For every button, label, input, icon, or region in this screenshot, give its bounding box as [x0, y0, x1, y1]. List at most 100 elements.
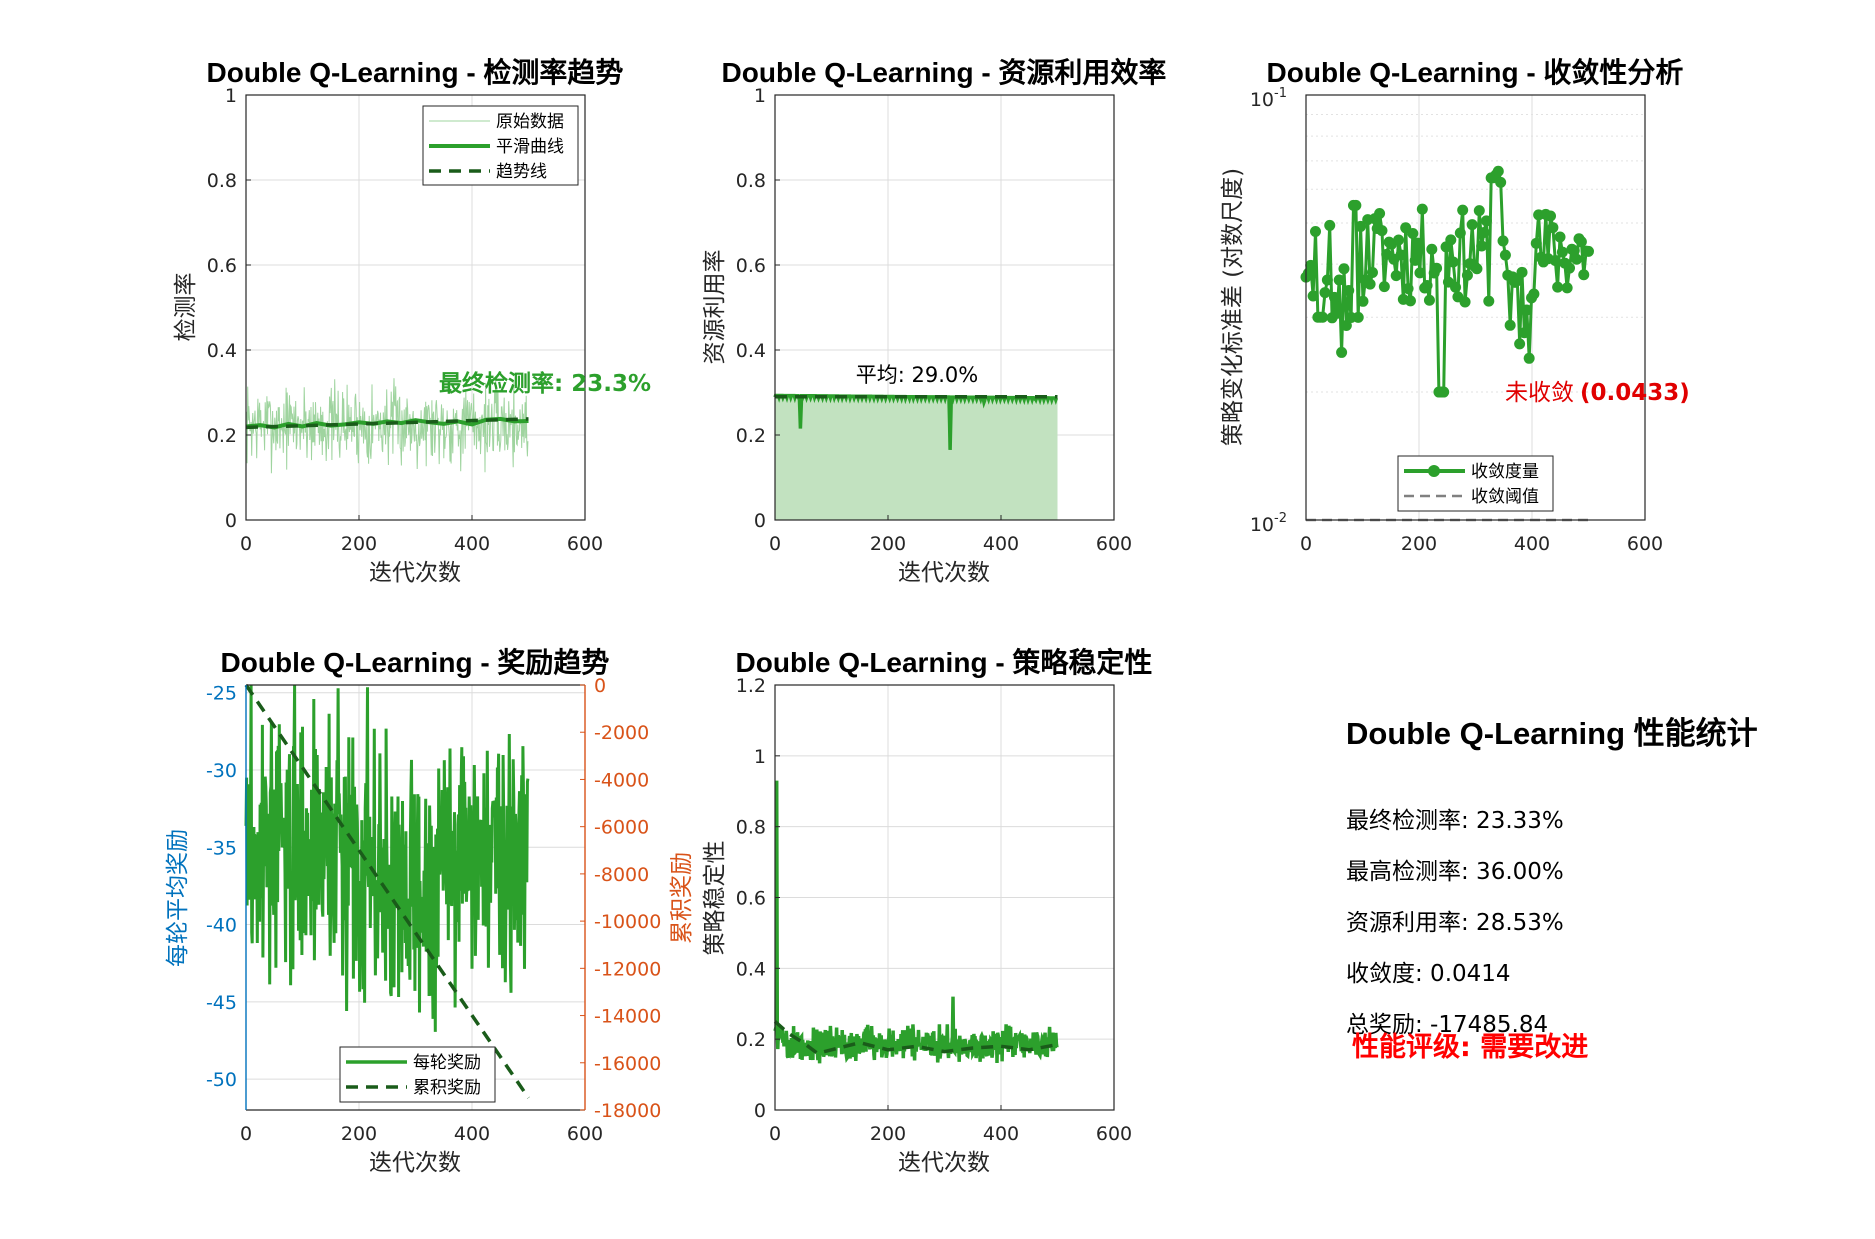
y-tick-label: 0 — [225, 510, 237, 532]
stat-max-detection: 最高检测率: 36.00% — [1346, 859, 1564, 885]
x-tick-label: 600 — [1627, 533, 1663, 555]
y-tick-label-left: -30 — [206, 760, 237, 782]
stat-resource-utilization: 资源利用率: 28.53% — [1346, 910, 1564, 936]
panel-stability: Double Q-Learning - 策略稳定性 0 200 400 600 0 0.2… — [702, 646, 1152, 1176]
convergence-marker — [1521, 304, 1533, 316]
y-tick-label: 0 — [754, 510, 766, 532]
plot-area — [773, 780, 1059, 1064]
x-tick-label: 600 — [1096, 533, 1132, 555]
tick-labels: 0 200 400 600 0 0.2 0.4 0.6 0.8 1 1.2 — [736, 675, 1132, 1145]
convergence-marker — [1393, 234, 1405, 246]
axes-box — [245, 94, 586, 521]
convergence-marker — [1404, 295, 1416, 307]
convergence-marker — [1552, 281, 1564, 293]
x-tick-label: 200 — [870, 1123, 906, 1145]
y-tick-label: 0.2 — [736, 1029, 766, 1051]
convergence-marker — [1305, 259, 1317, 271]
convergence-marker — [1530, 237, 1542, 249]
convergence-marker — [1461, 269, 1473, 281]
y-tick-label: 0.8 — [736, 170, 766, 192]
x-tick-label: 600 — [567, 533, 603, 555]
y-tick-label-left: -45 — [206, 992, 237, 1014]
performance-grade: 性能评级: 需要改进 — [1352, 1032, 1589, 1063]
x-tick-label: 200 — [341, 533, 377, 555]
convergence-marker — [1423, 294, 1435, 306]
convergence-marker — [1476, 240, 1488, 252]
convergence-marker — [1564, 262, 1576, 274]
y-axis-label: 资源利用率 — [702, 250, 728, 365]
y-tick-label-right: -6000 — [594, 817, 649, 839]
legend-entry: 趋势线 — [496, 162, 547, 182]
convergence-marker — [1514, 338, 1526, 350]
y-tick-label-left: -40 — [206, 915, 237, 937]
y-tick-label-right: -16000 — [594, 1053, 661, 1075]
convergence-marker — [1357, 295, 1369, 307]
y-tick-label-right: -4000 — [594, 769, 649, 791]
convergence-marker — [1473, 205, 1485, 217]
x-axis-label: 迭代次数 — [898, 1150, 990, 1176]
convergence-marker — [1352, 311, 1364, 323]
x-tick-label: 400 — [983, 1123, 1019, 1145]
convergence-marker — [1366, 267, 1378, 279]
panel-reward: Double Q-Learning - 奖励趋势 0 200 400 600 -25 -3… — [165, 647, 695, 1176]
y-tick-label-left: -50 — [206, 1069, 237, 1091]
convergence-marker — [1374, 207, 1386, 219]
y-axis-label: 策略稳定性 — [702, 841, 728, 956]
convergence-marker — [1454, 227, 1466, 239]
x-tick-label: 400 — [1514, 533, 1550, 555]
y-tick-label: 0.6 — [207, 255, 237, 277]
trend-line — [245, 417, 529, 430]
legend-entry: 收敛度量 — [1471, 462, 1539, 482]
x-tick-label: 600 — [567, 1123, 603, 1145]
convergence-marker — [1376, 225, 1388, 237]
convergence-marker — [1402, 283, 1414, 295]
y-tick-label-right: -10000 — [594, 911, 661, 933]
y-tick-label: 0.6 — [736, 255, 766, 277]
stats-title: Double Q-Learning 性能统计 — [1346, 716, 1758, 751]
convergence-marker — [1568, 245, 1580, 257]
y-tick-label-right: -8000 — [594, 864, 649, 886]
plot-area — [245, 378, 529, 474]
convergence-marker — [1518, 327, 1530, 339]
legend: 每轮奖励 累积奖励 — [339, 1046, 496, 1103]
y-tick-label: 0.6 — [736, 888, 766, 910]
y-tick-label: 1.2 — [736, 675, 766, 697]
tick-labels: 0 200 400 600 0 0.2 0.4 0.6 0.8 1 — [736, 85, 1132, 555]
convergence-marker — [1421, 280, 1433, 292]
convergence-marker — [1321, 274, 1333, 286]
legend-entry: 平滑曲线 — [496, 137, 564, 157]
tick-labels: 0 200 400 600 — [1300, 533, 1663, 555]
convergence-marker — [1478, 227, 1490, 239]
x-tick-label: 200 — [1401, 533, 1437, 555]
convergence-marker — [1511, 275, 1523, 287]
x-tick-label: 0 — [240, 533, 252, 555]
x-tick-label: 0 — [1300, 533, 1312, 555]
average-annotation: 平均: 29.0% — [856, 363, 978, 387]
legend-entry: 原始数据 — [496, 112, 564, 132]
convergence-marker — [1545, 210, 1557, 222]
legend: 原始数据 平滑曲线 趋势线 — [422, 105, 579, 186]
y-axis-label: 检测率 — [173, 273, 199, 342]
stat-convergence: 收敛度: 0.0414 — [1346, 961, 1511, 987]
x-tick-label: 0 — [769, 1123, 781, 1145]
convergence-marker — [1450, 281, 1462, 293]
x-tick-label: 400 — [454, 533, 490, 555]
convergence-marker — [1516, 266, 1528, 278]
y-tick-label: 0.8 — [207, 170, 237, 192]
convergence-marker — [1378, 281, 1390, 293]
chart-title: Double Q-Learning - 收敛性分析 — [1267, 56, 1684, 88]
panel-convergence: Double Q-Learning - 收敛性分析 0 200 400 600 10-… — [1220, 56, 1690, 555]
convergence-marker — [1336, 346, 1348, 358]
convergence-marker — [1343, 284, 1355, 296]
y-tick-label-right: -18000 — [594, 1100, 661, 1122]
y-tick-label-right: -14000 — [594, 1006, 661, 1028]
y-tick-label: 0.4 — [207, 340, 237, 362]
chart-title: Double Q-Learning - 资源利用效率 — [722, 56, 1167, 88]
area-fill — [775, 395, 1058, 520]
y-tick-label: 1 — [754, 85, 766, 107]
plot-area — [1300, 165, 1594, 522]
y-axis-label: 策略变化标准差 (对数尺度) — [1220, 168, 1246, 446]
convergence-marker — [1447, 256, 1459, 268]
legend: 收敛度量 收敛阈值 — [1397, 455, 1554, 512]
tick-labels: 0 200 400 600 0 0.2 0.4 0.6 0.8 1 — [207, 85, 603, 555]
